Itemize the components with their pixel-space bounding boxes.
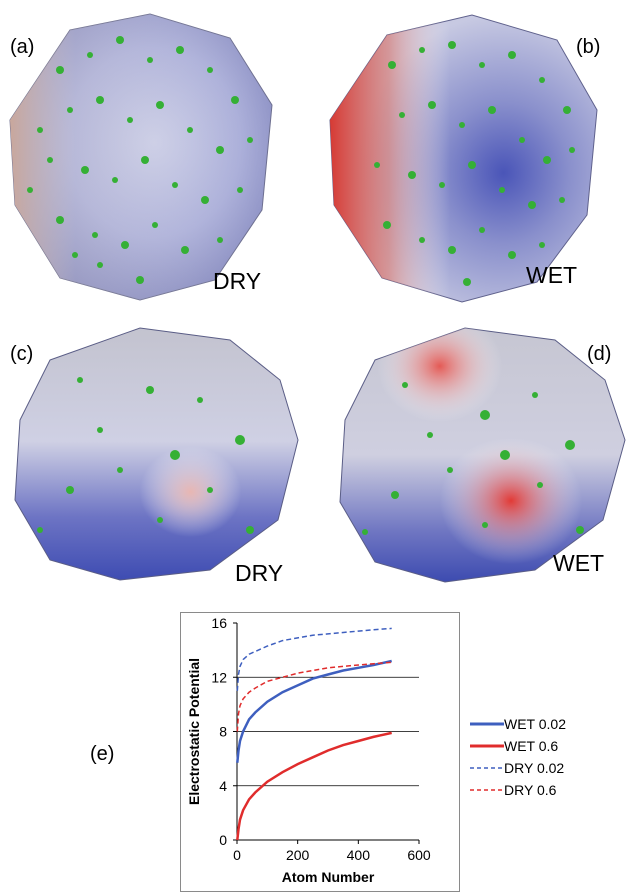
nanoparticle-surface-image-b xyxy=(329,14,598,303)
x-tick-label: 600 xyxy=(407,847,431,863)
y-tick-label: 0 xyxy=(219,832,227,848)
legend-label: DRY 0.02 xyxy=(504,760,565,776)
panel-label-b: (b) xyxy=(576,36,601,58)
chart-legend: WET 0.02 WET 0.6 DRY 0.02 DRY 0.6 xyxy=(470,713,566,801)
state-label-c: DRY xyxy=(235,560,284,586)
series-line-dry-0-02 xyxy=(236,627,392,691)
legend-label: WET 0.6 xyxy=(504,738,559,754)
y-axis-label: Electrostatic Potential xyxy=(186,658,202,805)
panel-label-a: (a) xyxy=(10,36,35,58)
nanoparticle-surface-image-a xyxy=(9,13,273,301)
legend-label: DRY 0.6 xyxy=(504,782,557,798)
state-label-a: DRY xyxy=(213,268,262,294)
x-tick-label: 0 xyxy=(233,847,241,863)
legend-swatch-dry-002 xyxy=(470,767,504,769)
legend-swatch-wet-06 xyxy=(470,744,504,748)
y-tick-label: 8 xyxy=(219,724,227,740)
line-chart: 0 4 8 12 16 0 200 400 600 Atom Number Electrostati… xyxy=(180,612,460,892)
legend-swatch-wet-002 xyxy=(470,722,504,726)
legend-swatch-dry-06 xyxy=(470,789,504,791)
legend-label: WET 0.02 xyxy=(504,716,566,732)
legend-item: WET 0.6 xyxy=(470,735,566,757)
x-axis-label: Atom Number xyxy=(282,869,375,885)
panel-label-d: (d) xyxy=(587,343,612,365)
legend-item: WET 0.02 xyxy=(470,713,566,735)
line-chart-svg: 0 4 8 12 16 0 200 400 600 Atom Number Electrostati… xyxy=(186,615,431,885)
legend-item: DRY 0.02 xyxy=(470,757,566,779)
state-label-b: WET xyxy=(526,262,578,288)
y-tick-label: 12 xyxy=(211,669,227,685)
y-tick-label: 16 xyxy=(211,615,227,631)
series-line-wet-0-6 xyxy=(236,731,392,841)
nanoparticle-surface-image-c xyxy=(14,327,299,581)
x-tick-label: 400 xyxy=(347,847,371,863)
state-label-d: WET xyxy=(553,550,605,576)
legend-item: DRY 0.6 xyxy=(470,779,566,801)
y-tick-label: 4 xyxy=(219,778,227,794)
panel-label-c: (c) xyxy=(10,343,34,365)
series-line-dry-0-6 xyxy=(236,661,392,732)
x-tick-label: 200 xyxy=(286,847,310,863)
panel-label-e: (e) xyxy=(90,743,115,765)
nanoparticle-surface-image-d xyxy=(339,327,626,583)
series-line-wet-0-02 xyxy=(236,659,392,763)
